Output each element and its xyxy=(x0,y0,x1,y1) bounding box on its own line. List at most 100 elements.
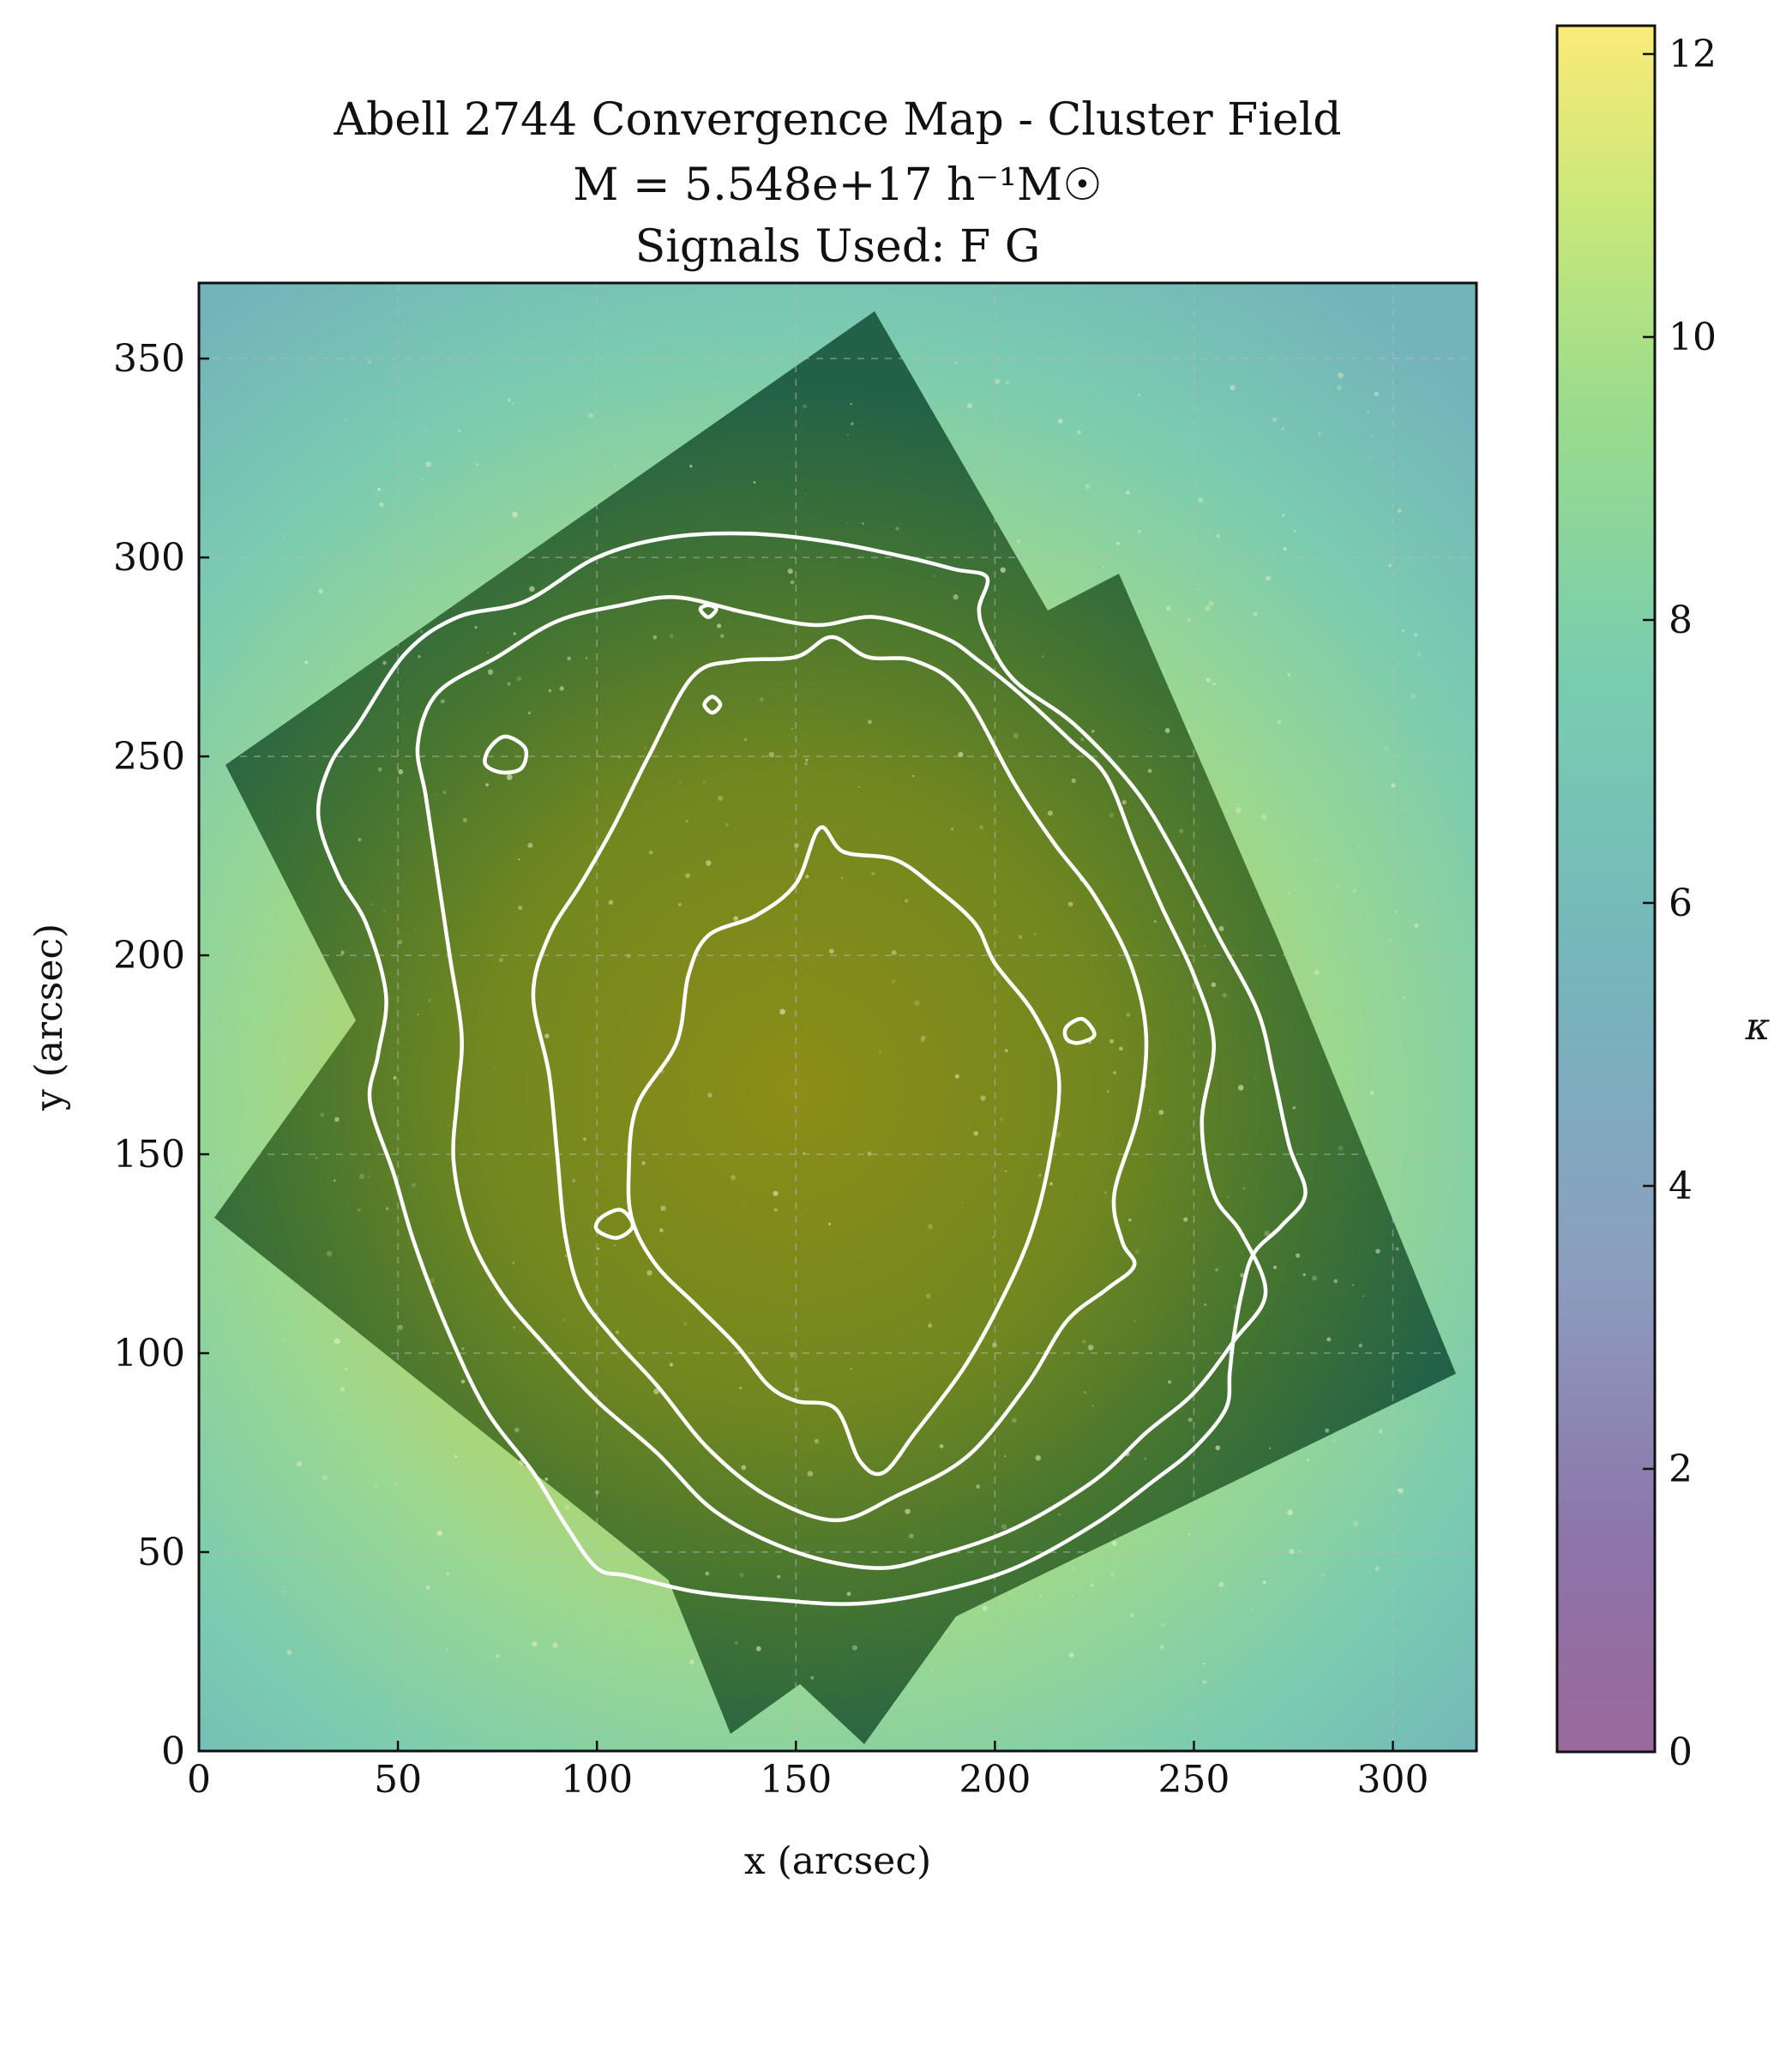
galaxy-point xyxy=(1293,529,1296,533)
galaxy-point xyxy=(417,1014,419,1015)
galaxy-point xyxy=(850,422,854,426)
galaxy-point xyxy=(282,1057,284,1059)
galaxy-point xyxy=(679,782,682,784)
galaxy-point xyxy=(1401,629,1404,632)
galaxy-point xyxy=(377,767,382,772)
galaxy-point xyxy=(397,939,403,945)
galaxy-point xyxy=(1293,1106,1296,1110)
galaxy-point xyxy=(644,747,646,749)
galaxy-point xyxy=(1187,617,1191,623)
galaxy-point xyxy=(436,1530,442,1537)
galaxy-point xyxy=(398,1325,403,1330)
galaxy-point xyxy=(418,655,421,659)
galaxy-point xyxy=(1205,605,1211,611)
galaxy-point xyxy=(383,910,386,912)
galaxy-point xyxy=(1314,858,1319,863)
galaxy-point xyxy=(442,790,447,795)
galaxy-point xyxy=(1277,719,1282,725)
galaxy-point xyxy=(1414,923,1419,928)
galaxy-point xyxy=(1000,1117,1003,1122)
galaxy-point xyxy=(720,634,725,638)
galaxy-point xyxy=(1321,1574,1325,1577)
galaxy-point xyxy=(1068,1652,1074,1658)
galaxy-point xyxy=(1397,1489,1400,1491)
galaxy-point xyxy=(613,465,616,468)
galaxy-point xyxy=(1314,970,1320,976)
galaxy-point xyxy=(1240,1273,1245,1278)
galaxy-point xyxy=(527,711,532,715)
galaxy-point xyxy=(564,1255,568,1258)
galaxy-point xyxy=(315,1156,318,1159)
galaxy-point xyxy=(474,626,478,629)
galaxy-point xyxy=(1138,530,1141,533)
galaxy-point xyxy=(779,1008,785,1015)
galaxy-point xyxy=(1012,1417,1017,1423)
galaxy-point xyxy=(980,1095,986,1101)
galaxy-point xyxy=(1004,1049,1008,1053)
galaxy-point xyxy=(1398,1488,1404,1494)
galaxy-point xyxy=(1090,1583,1094,1587)
galaxy-point xyxy=(660,1205,666,1212)
galaxy-point xyxy=(961,1201,964,1204)
galaxy-point xyxy=(304,660,309,665)
galaxy-point xyxy=(292,647,294,650)
galaxy-point xyxy=(1103,566,1105,569)
galaxy-point xyxy=(527,842,533,848)
colorbar xyxy=(1555,24,1657,1754)
galaxy-point xyxy=(296,1460,303,1467)
galaxy-point xyxy=(847,434,849,436)
galaxy-point xyxy=(597,1247,600,1250)
galaxy-point xyxy=(1338,1146,1344,1152)
galaxy-point xyxy=(1053,628,1055,630)
galaxy-point xyxy=(1138,394,1141,397)
galaxy-point xyxy=(1249,1609,1254,1612)
galaxy-point xyxy=(669,1363,674,1367)
galaxy-point xyxy=(1242,1187,1246,1190)
galaxy-point xyxy=(1395,1247,1399,1251)
galaxy-point xyxy=(1008,1592,1010,1595)
galaxy-point xyxy=(939,1444,944,1448)
galaxy-point xyxy=(944,1631,948,1634)
plot-frame xyxy=(197,281,1478,1753)
galaxy-point xyxy=(805,758,809,761)
colorbar-tick-label: 2 xyxy=(1669,1447,1693,1491)
galaxy-point xyxy=(1168,1380,1171,1384)
galaxy-point xyxy=(1004,1455,1007,1458)
galaxy-point xyxy=(1236,803,1239,806)
galaxy-point xyxy=(1383,745,1389,752)
galaxy-point xyxy=(683,1321,688,1326)
galaxy-point xyxy=(518,906,523,911)
galaxy-point xyxy=(904,899,909,903)
galaxy-point xyxy=(689,1659,695,1664)
galaxy-point xyxy=(1087,1345,1094,1351)
galaxy-point xyxy=(512,1261,515,1265)
galaxy-point xyxy=(1013,732,1019,739)
y-tick-label: 100 xyxy=(113,1332,185,1375)
galaxy-point xyxy=(1281,427,1284,430)
galaxy-point xyxy=(462,817,467,823)
colorbar-tick-label: 6 xyxy=(1669,882,1693,925)
x-tick-label: 50 xyxy=(374,1758,422,1802)
galaxy-point xyxy=(966,403,972,409)
galaxy-point xyxy=(314,1483,316,1486)
contour-3 xyxy=(415,595,1268,1570)
galaxy-point xyxy=(1204,1303,1207,1306)
galaxy-point xyxy=(298,1108,301,1110)
galaxy-point xyxy=(1034,933,1037,936)
galaxy-point xyxy=(1188,1532,1191,1536)
galaxy-point xyxy=(1188,730,1191,733)
galaxy-point xyxy=(1109,812,1115,818)
galaxy-point xyxy=(1272,417,1278,423)
galaxy-point xyxy=(971,1624,974,1627)
galaxy-point xyxy=(447,1124,449,1127)
galaxy-point xyxy=(1058,418,1063,424)
galaxy-point xyxy=(513,1326,516,1329)
galaxy-point xyxy=(559,686,564,691)
galaxy-point xyxy=(845,522,848,525)
galaxy-point xyxy=(1088,1041,1091,1044)
galaxy-point xyxy=(1106,1090,1109,1093)
galaxy-point xyxy=(340,1387,346,1392)
galaxy-point xyxy=(544,1477,549,1481)
galaxy-point xyxy=(1262,1580,1266,1585)
galaxy-point xyxy=(867,1152,872,1156)
